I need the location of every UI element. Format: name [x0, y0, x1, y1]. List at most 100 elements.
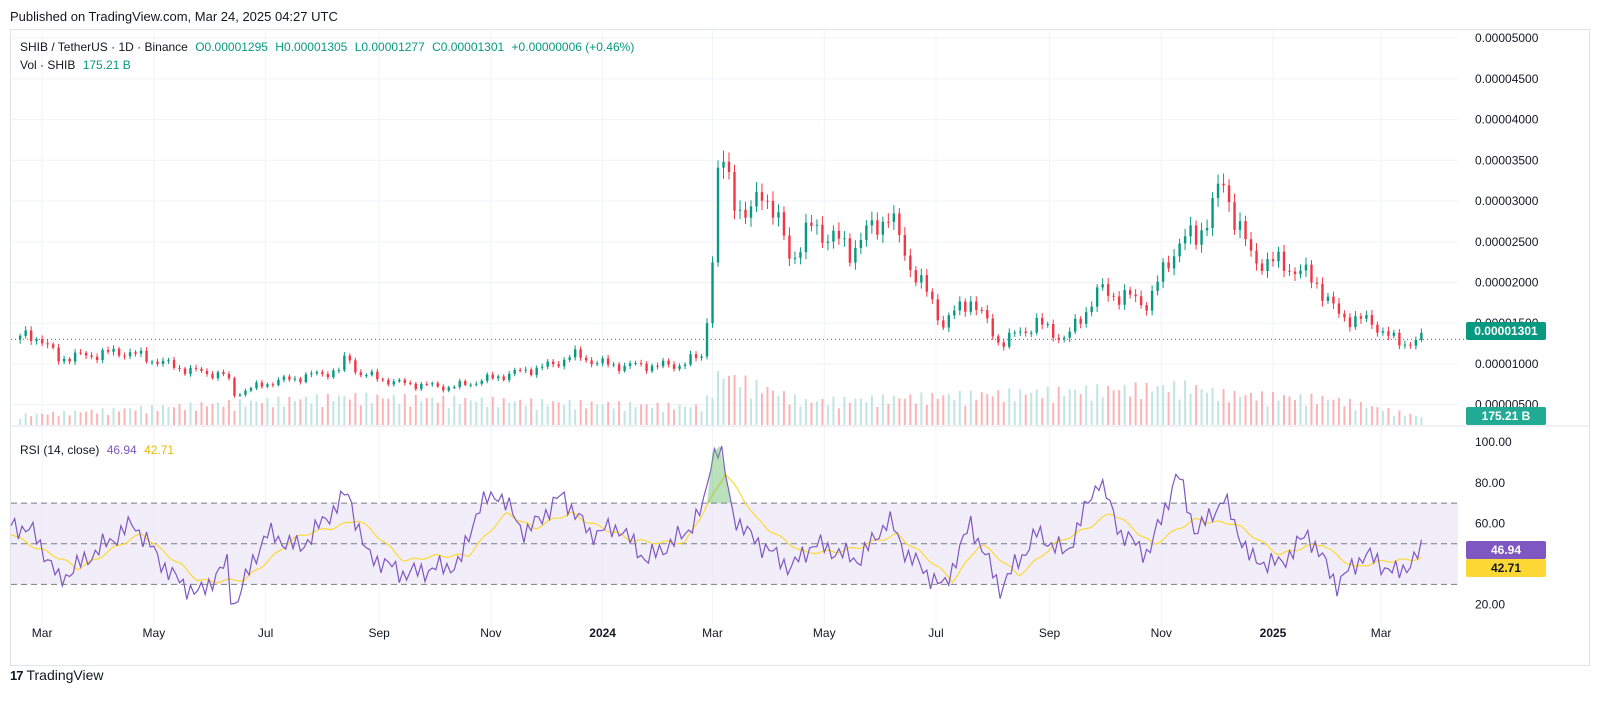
volume-bar — [1068, 389, 1071, 425]
candle-body — [1420, 332, 1423, 340]
price-axis-label: 0.00003500 — [1475, 153, 1539, 167]
date-axis-label: May — [143, 626, 166, 640]
volume-bar — [464, 397, 467, 425]
volume-bar — [19, 418, 22, 425]
volume-bar — [799, 406, 802, 425]
volume-bar — [409, 406, 412, 425]
candle-body — [513, 369, 516, 374]
volume-bar — [634, 407, 637, 425]
price-axis-label: 0.00004500 — [1475, 72, 1539, 86]
symbol-label[interactable]: SHIB / TetherUS · 1D · Binance — [20, 40, 188, 54]
candle-body — [1068, 331, 1071, 338]
rsi-label[interactable]: RSI (14, close) — [20, 443, 100, 457]
volume-bar — [1381, 411, 1384, 425]
volume-bar — [1414, 415, 1417, 425]
candle-body — [260, 382, 264, 387]
volume-bar — [1206, 392, 1209, 425]
rsi-axis-label: 80.00 — [1475, 476, 1505, 490]
candle-body — [403, 379, 407, 383]
volume-bar — [986, 394, 989, 425]
volume-bar — [1096, 384, 1099, 425]
volume-bar — [167, 407, 170, 425]
volume-bar — [837, 408, 840, 425]
volume-bar — [1041, 398, 1044, 425]
volume-bar — [629, 401, 632, 425]
volume-bar — [1272, 392, 1275, 425]
candle-body — [1260, 263, 1264, 272]
candle-body — [584, 357, 588, 361]
tradingview-logo[interactable]: 17 TradingView — [10, 666, 104, 684]
volume-bar — [711, 398, 714, 425]
candle-body — [837, 230, 841, 239]
candle-body — [1106, 284, 1110, 296]
volume-bar — [931, 392, 934, 425]
candle-body — [639, 363, 643, 365]
candle-body — [469, 384, 472, 386]
volume-bar — [244, 406, 247, 425]
candle-body — [788, 235, 791, 259]
volume-bar — [821, 398, 824, 425]
candle-body — [749, 206, 753, 218]
volume-bar — [30, 416, 33, 425]
rsi-ma-line — [10, 473, 1422, 584]
candle-body — [810, 222, 813, 226]
volume-bar — [1420, 417, 1423, 425]
candle-body — [793, 257, 797, 259]
volume-bar — [348, 399, 351, 425]
volume-label[interactable]: Vol · SHIB — [20, 58, 76, 72]
volume-bar — [151, 404, 154, 425]
candle-body — [892, 213, 896, 222]
volume-bar — [1200, 389, 1203, 425]
volume-bar — [63, 410, 66, 425]
price-axis-label: 0.00004000 — [1475, 113, 1539, 127]
candle-body — [1381, 331, 1385, 333]
candle-body — [964, 301, 967, 312]
volume-bar — [107, 414, 110, 425]
volume-bar — [205, 406, 208, 425]
candle-body — [29, 330, 33, 342]
low-value: L0.00001277 — [354, 40, 425, 54]
candle-body — [117, 348, 121, 356]
candle-body — [766, 200, 769, 202]
candle-body — [656, 365, 659, 367]
volume-bar — [282, 406, 285, 425]
volume-bar — [1359, 401, 1362, 425]
chart-frame — [10, 29, 1590, 666]
candle-body — [35, 339, 38, 342]
candle-body — [409, 382, 412, 384]
candle-body — [887, 221, 890, 223]
volume-bar — [909, 394, 912, 425]
volume-bar — [508, 402, 511, 425]
candle-body — [447, 387, 450, 391]
volume-bar — [744, 375, 747, 425]
candle-body — [497, 376, 500, 379]
volume-bar — [1321, 395, 1324, 425]
candle-body — [760, 192, 764, 201]
volume-bar — [293, 401, 296, 425]
volume-bar — [96, 413, 99, 425]
candle-body — [865, 225, 868, 240]
volume-bar — [1261, 391, 1264, 425]
date-axis-label: Mar — [32, 626, 53, 640]
candle-body — [1200, 230, 1203, 245]
candle-body — [986, 310, 989, 319]
candle-body — [617, 364, 621, 372]
volume-bar — [1332, 399, 1335, 425]
candle-body — [18, 335, 22, 340]
volume-bar — [662, 412, 665, 425]
candle-body — [84, 352, 88, 356]
volume-bar — [942, 395, 945, 425]
candle-body — [1293, 271, 1297, 275]
candle-body — [881, 221, 885, 235]
candle-body — [1019, 331, 1022, 333]
candle-body — [425, 383, 428, 385]
volume-bar — [299, 399, 302, 425]
candle-body — [573, 349, 577, 358]
date-axis-label: Nov — [480, 626, 501, 640]
volume-bar — [975, 399, 978, 425]
candle-body — [1189, 225, 1192, 237]
volume-bar — [870, 395, 873, 425]
volume-bar — [288, 396, 291, 425]
volume-bar — [717, 371, 720, 425]
